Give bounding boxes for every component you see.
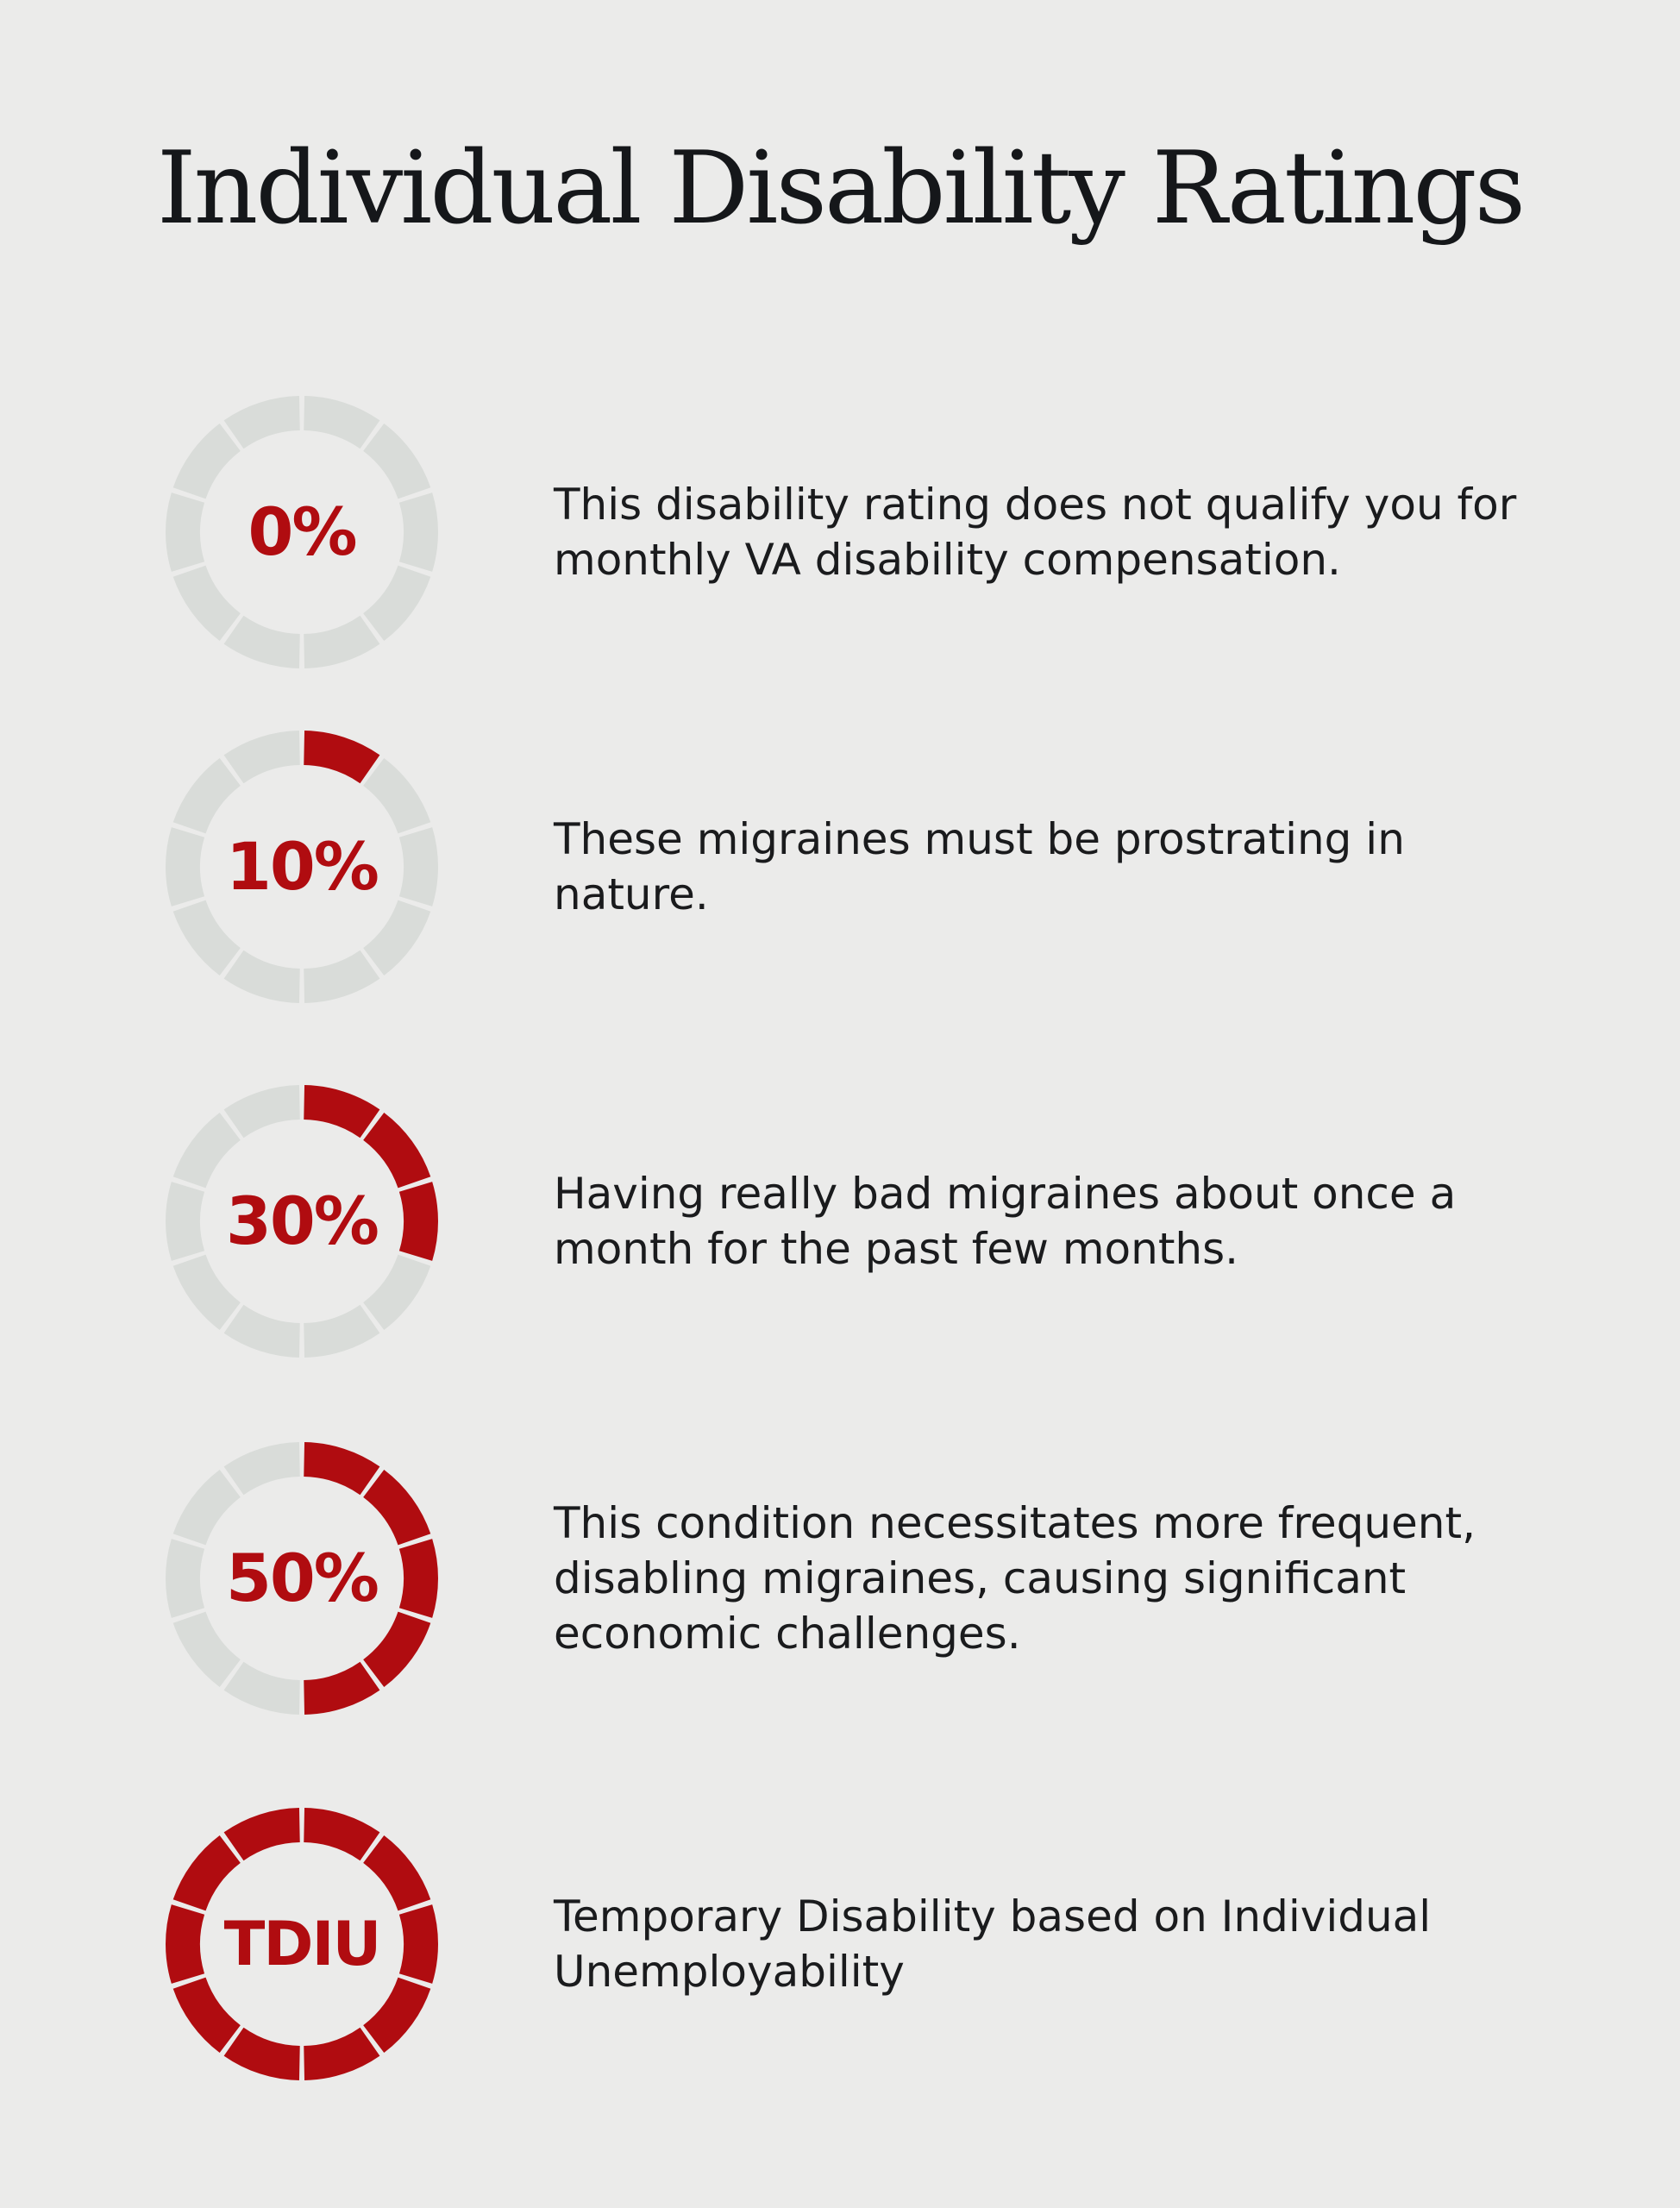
ring-segment-filled bbox=[172, 1835, 241, 1911]
rating-label: 30% bbox=[226, 1182, 379, 1259]
ring-segment-empty bbox=[398, 827, 438, 906]
ring-segment-empty bbox=[304, 396, 380, 449]
ring-segment-empty bbox=[223, 950, 300, 1003]
ring-segment-filled bbox=[398, 1904, 438, 1984]
ring-segment-empty bbox=[223, 1442, 300, 1496]
ring-segment-filled bbox=[172, 1977, 241, 2054]
ring-segment-filled bbox=[304, 731, 380, 784]
rating-description: This condition necessitates more frequen… bbox=[554, 1498, 1476, 1659]
ring-segment-filled bbox=[398, 1182, 438, 1261]
ring-segment-filled bbox=[304, 1661, 380, 1715]
ring-segment-filled bbox=[398, 1539, 438, 1618]
ring-segment-empty bbox=[304, 950, 380, 1003]
rating-description: Temporary Disability based on Individual… bbox=[554, 1891, 1432, 1997]
ring-segment-empty bbox=[223, 615, 300, 668]
ring-segment-empty bbox=[398, 492, 438, 572]
ring-segment-filled bbox=[166, 1904, 205, 1984]
rating-ring-graphic bbox=[166, 731, 438, 1003]
rating-ring: 50% bbox=[164, 1440, 440, 1716]
ring-segment-empty bbox=[172, 900, 241, 976]
ring-segment-empty bbox=[223, 1304, 300, 1358]
ring-segment-filled bbox=[304, 1808, 380, 1861]
rating-label: 0% bbox=[248, 493, 357, 570]
ring-segment-empty bbox=[223, 731, 300, 784]
ring-segment-empty bbox=[172, 1611, 241, 1688]
ring-segment-empty bbox=[166, 492, 205, 572]
rating-row-30-percent: 30% Having really bad migraines about on… bbox=[0, 1083, 1680, 1359]
ring-segment-filled bbox=[223, 1808, 300, 1861]
rating-ring-graphic bbox=[166, 1442, 438, 1715]
page-title: Individual Disability Ratings bbox=[156, 130, 1526, 247]
rating-description: Having really bad migraines about once a… bbox=[554, 1169, 1457, 1274]
ring-segment-empty bbox=[304, 615, 380, 668]
rating-label: TDIU bbox=[223, 1909, 382, 1979]
ring-segment-empty bbox=[172, 1112, 241, 1189]
rating-ring: 0% bbox=[164, 394, 440, 670]
rating-label: 10% bbox=[226, 828, 379, 905]
rating-ring-graphic bbox=[166, 1085, 438, 1358]
ring-segment-filled bbox=[304, 2027, 380, 2080]
ring-segment-filled bbox=[223, 2027, 300, 2080]
ring-segment-filled bbox=[363, 1835, 431, 1911]
ring-segment-empty bbox=[363, 1254, 431, 1331]
rating-label: 50% bbox=[226, 1540, 379, 1616]
ring-segment-empty bbox=[363, 423, 431, 499]
ring-segment-empty bbox=[223, 396, 300, 449]
ring-segment-empty bbox=[172, 565, 241, 642]
ring-segment-empty bbox=[172, 757, 241, 834]
ring-segment-empty bbox=[223, 1661, 300, 1715]
rating-description: These migraines must be prostrating in n… bbox=[554, 814, 1405, 919]
ring-segment-empty bbox=[172, 1469, 241, 1546]
rating-ring: 30% bbox=[164, 1083, 440, 1359]
ring-segment-filled bbox=[304, 1085, 380, 1138]
rating-description: This disability rating does not qualify … bbox=[554, 480, 1517, 585]
rating-ring: TDIU bbox=[164, 1806, 440, 2082]
rating-row-50-percent: 50% This condition necessitates more fre… bbox=[0, 1440, 1680, 1716]
rating-ring: 10% bbox=[164, 729, 440, 1005]
ring-segment-filled bbox=[363, 1112, 431, 1189]
ring-segment-filled bbox=[304, 1442, 380, 1496]
ring-segment-empty bbox=[166, 827, 205, 906]
rating-row-10-percent: 10% These migraines must be prostrating … bbox=[0, 729, 1680, 1005]
ring-segment-empty bbox=[363, 757, 431, 834]
ring-segment-empty bbox=[172, 1254, 241, 1331]
ring-segment-empty bbox=[166, 1539, 205, 1618]
ring-segment-empty bbox=[172, 423, 241, 499]
ring-segment-empty bbox=[223, 1085, 300, 1138]
ring-segment-empty bbox=[166, 1182, 205, 1261]
ring-segment-filled bbox=[363, 1611, 431, 1688]
ring-segment-empty bbox=[363, 900, 431, 976]
rating-ring-graphic bbox=[166, 396, 438, 668]
rating-ring-graphic bbox=[166, 1808, 438, 2080]
ring-segment-empty bbox=[363, 565, 431, 642]
ring-segment-filled bbox=[363, 1977, 431, 2054]
ring-segment-filled bbox=[363, 1469, 431, 1546]
rating-row-0-percent: 0% This disability rating does not quali… bbox=[0, 394, 1680, 670]
ring-segment-empty bbox=[304, 1304, 380, 1358]
rating-row-tdiu: TDIU Temporary Disability based on Indiv… bbox=[0, 1806, 1680, 2082]
